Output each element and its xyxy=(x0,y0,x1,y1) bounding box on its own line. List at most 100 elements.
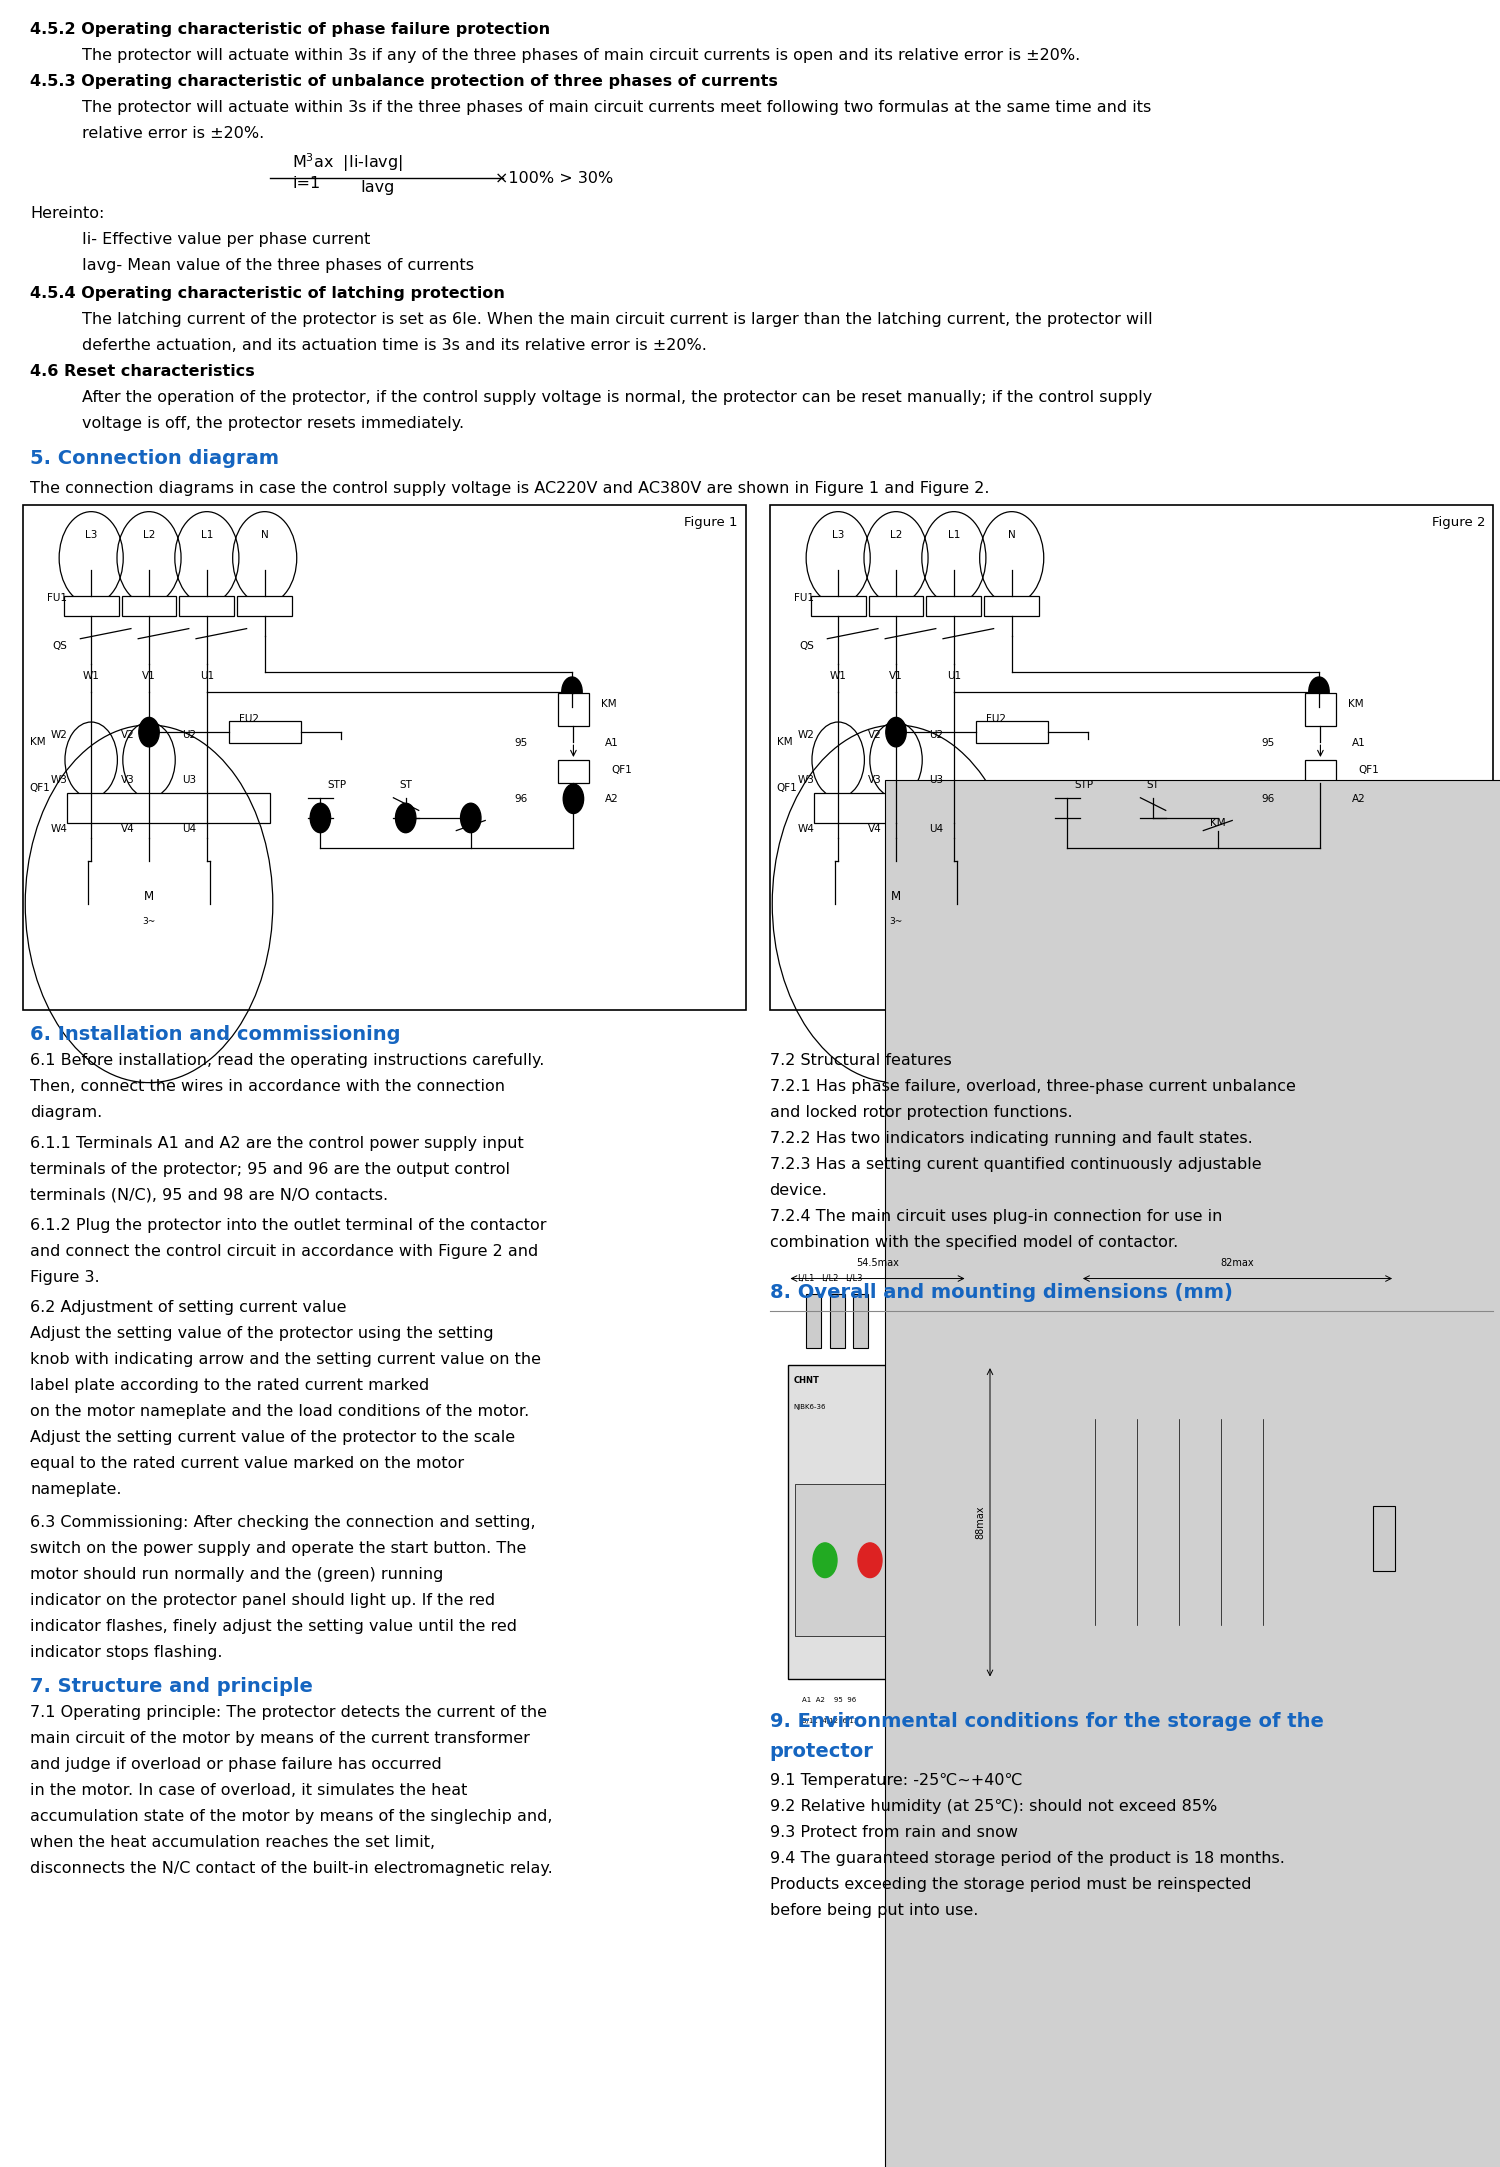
Text: terminals of the protector; 95 and 96 are the output control: terminals of the protector; 95 and 96 ar… xyxy=(30,1162,510,1177)
Text: indicator stops flashing.: indicator stops flashing. xyxy=(30,1645,222,1660)
Text: 6.1 Before installation, read the operating instructions carefully.: 6.1 Before installation, read the operat… xyxy=(30,1053,544,1068)
Text: 6. Installation and commissioning: 6. Installation and commissioning xyxy=(30,1025,401,1044)
Text: 88max: 88max xyxy=(975,1506,986,1539)
Circle shape xyxy=(1058,804,1077,832)
Text: knob with indicating arrow and the setting current value on the: knob with indicating arrow and the setti… xyxy=(30,1352,542,1367)
Text: 7.2.1 Has phase failure, overload, three-phase current unbalance: 7.2.1 Has phase failure, overload, three… xyxy=(770,1079,1296,1094)
Text: M$^3$ax  |Ii-Iavg|: M$^3$ax |Ii-Iavg| xyxy=(292,152,404,173)
Text: 7.2.2 Has two indicators indicating running and fault states.: 7.2.2 Has two indicators indicating runn… xyxy=(770,1131,1252,1146)
Bar xyxy=(22,505,746,1010)
Text: Products exceeding the storage period must be reinspected: Products exceeding the storage period mu… xyxy=(770,1877,1251,1892)
Text: A2: A2 xyxy=(604,793,618,804)
Text: QF1: QF1 xyxy=(1359,765,1380,776)
Text: 4.6 Reset characteristics: 4.6 Reset characteristics xyxy=(30,364,255,379)
Text: L3: L3 xyxy=(86,531,98,540)
Bar xyxy=(237,596,292,615)
Text: KM: KM xyxy=(1210,819,1225,828)
Text: accumulation state of the motor by means of the singlechip and,: accumulation state of the motor by means… xyxy=(30,1809,552,1825)
Bar xyxy=(806,1294,820,1348)
Text: and connect the control circuit in accordance with Figure 2 and: and connect the control circuit in accor… xyxy=(30,1244,538,1259)
Text: V2: V2 xyxy=(867,730,880,739)
Circle shape xyxy=(562,784,584,813)
Bar xyxy=(558,761,590,782)
Text: FU1: FU1 xyxy=(48,594,68,602)
Bar xyxy=(927,596,981,615)
Circle shape xyxy=(1310,784,1330,813)
Text: V3: V3 xyxy=(867,776,880,784)
Circle shape xyxy=(1143,804,1162,832)
Text: in the motor. In case of overload, it simulates the heat: in the motor. In case of overload, it si… xyxy=(30,1783,468,1799)
Text: KM: KM xyxy=(464,819,478,828)
Text: W1: W1 xyxy=(82,670,99,680)
Text: L1: L1 xyxy=(201,531,213,540)
Text: 5. Connection diagram: 5. Connection diagram xyxy=(30,449,279,468)
Text: NJBK6-36: NJBK6-36 xyxy=(794,1404,826,1411)
Bar xyxy=(830,1294,844,1348)
Text: The protector will actuate within 3s if the three phases of main circuit current: The protector will actuate within 3s if … xyxy=(82,100,1152,115)
Text: switch on the power supply and operate the start button. The: switch on the power supply and operate t… xyxy=(30,1541,526,1556)
Text: 95: 95 xyxy=(514,739,528,748)
Bar xyxy=(788,1365,968,1679)
Text: W1: W1 xyxy=(830,670,846,680)
Bar xyxy=(984,596,1040,615)
Text: FU1: FU1 xyxy=(795,594,814,602)
Text: 4.5.2 Operating characteristic of phase failure protection: 4.5.2 Operating characteristic of phase … xyxy=(30,22,550,37)
Text: A1: A1 xyxy=(1352,739,1365,748)
Text: L/L2: L/L2 xyxy=(821,1274,839,1283)
Text: voltage is off, the protector resets immediately.: voltage is off, the protector resets imm… xyxy=(82,416,465,431)
Text: U4: U4 xyxy=(928,823,944,834)
Text: 3~: 3~ xyxy=(142,917,156,925)
Text: ×100% > 30%: ×100% > 30% xyxy=(495,171,614,186)
Circle shape xyxy=(460,804,482,832)
Text: 6.3 Commissioning: After checking the connection and setting,: 6.3 Commissioning: After checking the co… xyxy=(30,1515,536,1530)
Bar xyxy=(180,596,234,615)
Text: V4: V4 xyxy=(867,823,880,834)
Text: L3: L3 xyxy=(833,531,844,540)
Circle shape xyxy=(813,1543,837,1578)
Text: 3~: 3~ xyxy=(890,917,903,925)
Text: and locked rotor protection functions.: and locked rotor protection functions. xyxy=(770,1105,1072,1120)
Circle shape xyxy=(140,717,159,748)
Bar xyxy=(868,596,924,615)
Text: QF1: QF1 xyxy=(612,765,633,776)
Bar xyxy=(1088,1409,1328,1636)
Text: V1: V1 xyxy=(142,670,156,680)
Text: W2: W2 xyxy=(51,730,68,739)
Bar xyxy=(63,596,118,615)
Text: 8/11  4/12  6/13: 8/11 4/12 6/13 xyxy=(802,1718,859,1725)
Text: QF1: QF1 xyxy=(30,782,51,793)
Circle shape xyxy=(886,717,906,748)
Text: The latching current of the protector is set as 6Ie. When the main circuit curre: The latching current of the protector is… xyxy=(82,312,1154,327)
Text: main circuit of the motor by means of the current transformer: main circuit of the motor by means of th… xyxy=(30,1731,530,1747)
Text: Iavg: Iavg xyxy=(360,180,394,195)
Text: indicator flashes, finely adjust the setting value until the red: indicator flashes, finely adjust the set… xyxy=(30,1619,518,1634)
Text: FU2: FU2 xyxy=(240,715,260,724)
Text: Iavg- Mean value of the three phases of currents: Iavg- Mean value of the three phases of … xyxy=(82,258,474,273)
Text: STP: STP xyxy=(1074,780,1094,791)
Text: combination with the specified model of contactor.: combination with the specified model of … xyxy=(770,1235,1178,1250)
Bar xyxy=(1305,693,1336,726)
Text: QS: QS xyxy=(800,641,814,652)
Text: 7. Structure and principle: 7. Structure and principle xyxy=(30,1677,314,1697)
Text: U1: U1 xyxy=(200,670,214,680)
Text: L1: L1 xyxy=(948,531,960,540)
Bar xyxy=(770,505,1492,1010)
Circle shape xyxy=(310,804,330,832)
Text: KM: KM xyxy=(602,700,616,709)
Text: Figure 2: Figure 2 xyxy=(1431,516,1485,529)
Text: Then, connect the wires in accordance with the connection: Then, connect the wires in accordance wi… xyxy=(30,1079,506,1094)
Text: 7.1 Operating principle: The protector detects the current of the: 7.1 Operating principle: The protector d… xyxy=(30,1705,548,1721)
Text: indicator on the protector panel should light up. If the red: indicator on the protector panel should … xyxy=(30,1593,495,1608)
Text: label plate according to the rated current marked: label plate according to the rated curre… xyxy=(30,1378,429,1393)
Text: Adjust the setting value of the protector using the setting: Adjust the setting value of the protecto… xyxy=(30,1326,494,1341)
Text: KM: KM xyxy=(30,737,45,748)
Text: and judge if overload or phase failure has occurred: and judge if overload or phase failure h… xyxy=(30,1757,441,1773)
Text: Figure 3.: Figure 3. xyxy=(30,1270,99,1285)
Text: diagram.: diagram. xyxy=(30,1105,102,1120)
Text: The protector will actuate within 3s if any of the three phases of main circuit : The protector will actuate within 3s if … xyxy=(82,48,1080,63)
Bar xyxy=(228,722,302,743)
Text: 96: 96 xyxy=(1262,793,1275,804)
Text: N: N xyxy=(1008,531,1016,540)
Text: N: N xyxy=(261,531,268,540)
Text: L/L3: L/L3 xyxy=(844,1274,862,1283)
